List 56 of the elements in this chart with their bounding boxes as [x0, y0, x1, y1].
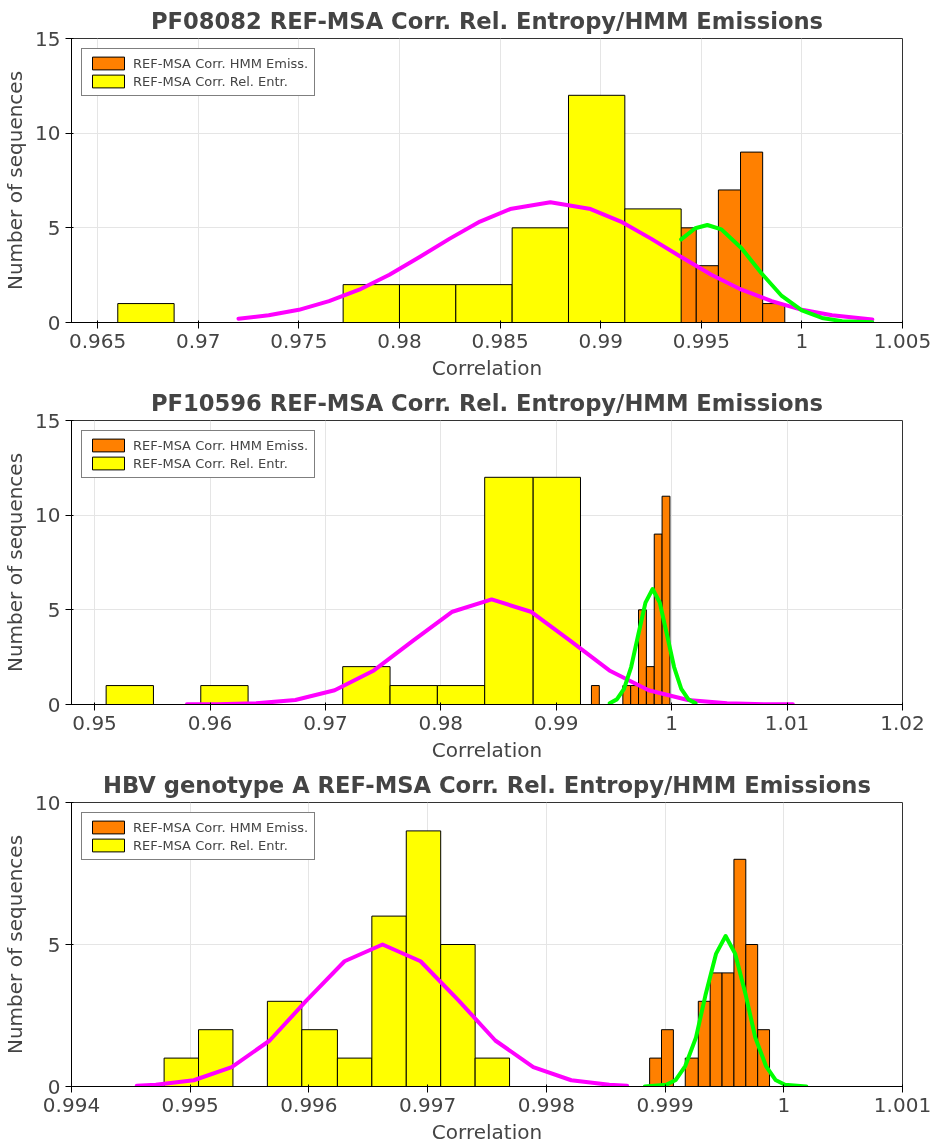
line-series [236, 200, 875, 322]
legend-label: REF-MSA Corr. Rel. Entr. [133, 455, 288, 471]
y-tick-label: 10 [35, 503, 61, 528]
x-tick-label: 1.005 [873, 328, 932, 353]
x-tick-label: 0.996 [280, 1092, 338, 1117]
legend-label: REF-MSA Corr. HMM Emiss. [133, 437, 309, 453]
x-tick-label: 0.997 [399, 1092, 457, 1117]
y-axis-title: Number of sequences [3, 834, 28, 1055]
legend-label: REF-MSA Corr. HMM Emiss. [133, 819, 309, 835]
x-tick-label: 0.98 [418, 710, 464, 735]
x-tick-label: 1 [777, 1092, 791, 1117]
x-tick-label: 1.02 [880, 710, 925, 735]
line-series [184, 597, 795, 705]
chart-title: PF10596 REF-MSA Corr. Rel. Entropy/HMM Emissions [150, 389, 824, 416]
x-tick-label: 0.97 [303, 710, 348, 735]
x-tick-label: 0.98 [377, 328, 422, 353]
x-tick-label: 0.985 [471, 328, 529, 353]
y-tick-label: 5 [47, 597, 61, 622]
y-tick-label: 0 [47, 1074, 61, 1099]
x-tick-label: 0.965 [69, 328, 127, 353]
x-tick-label: 0.995 [672, 328, 730, 353]
line-series [679, 222, 875, 323]
y-tick-label: 15 [35, 26, 61, 51]
line-series [607, 587, 698, 705]
y-tick-label: 15 [35, 408, 61, 433]
x-axis-title: Correlation [431, 737, 543, 762]
y-tick-label: 5 [47, 932, 61, 957]
x-tick-label: 0.97 [176, 328, 221, 353]
y-tick-label: 0 [47, 310, 61, 335]
x-tick-label: 1 [665, 710, 679, 735]
y-tick-label: 0 [47, 692, 61, 717]
chart-title: HBV genotype A REF-MSA Corr. Rel. Entropy/HMM Emissions [103, 771, 871, 798]
x-tick-label: 1.01 [764, 710, 810, 735]
x-tick-label: 0.999 [636, 1092, 694, 1117]
x-tick-label: 0.975 [270, 328, 328, 353]
y-tick-label: 10 [35, 790, 61, 815]
x-axis-title: Correlation [431, 355, 543, 380]
y-tick-label: 5 [47, 215, 61, 240]
line-series [642, 933, 809, 1087]
y-axis-title: Number of sequences [3, 452, 28, 673]
x-tick-label: 0.95 [72, 710, 117, 735]
x-tick-label: 0.998 [517, 1092, 575, 1117]
x-tick-label: 0.99 [533, 710, 579, 735]
x-axis-title: Correlation [431, 1119, 543, 1144]
legend-label: REF-MSA Corr. HMM Emiss. [133, 55, 309, 71]
legend-label: REF-MSA Corr. Rel. Entr. [133, 73, 288, 89]
x-tick-label: 1 [795, 328, 809, 353]
x-tick-label: 0.99 [578, 328, 623, 353]
x-tick-label: 0.96 [187, 710, 233, 735]
chart-title: PF08082 REF-MSA Corr. Rel. Entropy/HMM Emissions [150, 7, 824, 34]
x-tick-label: 0.995 [161, 1092, 219, 1117]
line-series [134, 942, 630, 1087]
x-tick-label: 1.001 [873, 1092, 932, 1117]
y-tick-label: 10 [35, 121, 61, 146]
y-axis-title: Number of sequences [3, 70, 28, 291]
legend-label: REF-MSA Corr. Rel. Entr. [133, 837, 288, 853]
